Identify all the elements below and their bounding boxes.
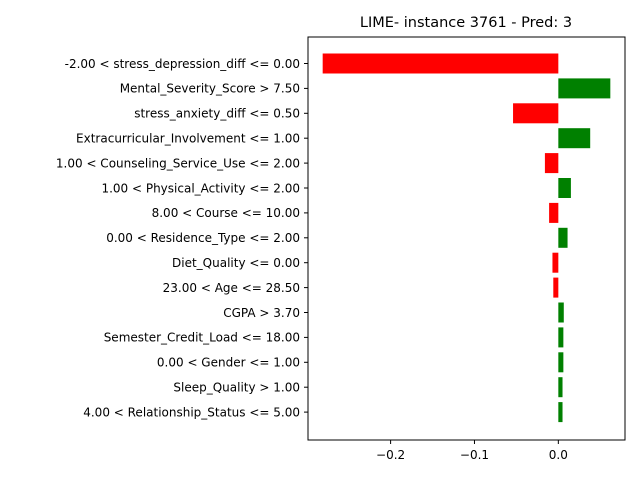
- bar: [513, 103, 559, 124]
- bar: [322, 53, 559, 74]
- x-tick-label: −0.2: [376, 448, 405, 462]
- y-tick-label: 1.00 < Physical_Activity <= 2.00: [101, 181, 300, 195]
- y-tick-label: 0.00 < Gender <= 1.00: [157, 356, 300, 370]
- y-tick-label: Diet_Quality <= 0.00: [172, 256, 300, 270]
- y-tick-label: -2.00 < stress_depression_diff <= 0.00: [65, 57, 300, 71]
- y-tick-label: Sleep_Quality > 1.00: [173, 381, 300, 395]
- bar: [558, 128, 591, 149]
- bar: [544, 153, 559, 174]
- y-tick-label: Mental_Severity_Score > 7.50: [120, 82, 300, 96]
- bar: [558, 402, 563, 423]
- bar: [558, 227, 568, 248]
- y-tick-label: CGPA > 3.70: [223, 306, 300, 320]
- y-tick-label: 1.00 < Counseling_Service_Use <= 2.00: [56, 156, 300, 170]
- y-tick-label: 0.00 < Residence_Type <= 2.00: [106, 231, 300, 245]
- bar: [549, 202, 559, 223]
- y-tick-label: 4.00 < Relationship_Status <= 5.00: [83, 405, 300, 419]
- y-tick-label: 23.00 < Age <= 28.50: [163, 281, 300, 295]
- axes-frame: [307, 36, 626, 441]
- bar: [558, 302, 564, 323]
- y-tick-label: 8.00 < Course <= 10.00: [152, 206, 300, 220]
- bar: [552, 252, 559, 273]
- bar: [558, 78, 611, 99]
- bar: [558, 327, 564, 348]
- y-tick-label: stress_anxiety_diff <= 0.50: [134, 107, 300, 121]
- bar: [558, 178, 571, 198]
- bars-group: [322, 53, 611, 423]
- bar: [558, 352, 564, 373]
- x-axis: −0.2 −0.1 0.0: [376, 440, 568, 462]
- y-tick-label: Extracurricular_Involvement <= 1.00: [76, 132, 300, 146]
- y-tick-label: Semester_Credit_Load <= 18.00: [104, 331, 300, 345]
- y-axis: -2.00 < stress_depression_diff <= 0.00 Me…: [56, 57, 308, 419]
- bar: [553, 277, 559, 298]
- bar: [558, 377, 563, 398]
- x-tick-label: −0.1: [460, 448, 489, 462]
- x-tick-label: 0.0: [549, 448, 568, 462]
- chart-title: LIME- instance 3761 - Pred: 3: [360, 15, 572, 31]
